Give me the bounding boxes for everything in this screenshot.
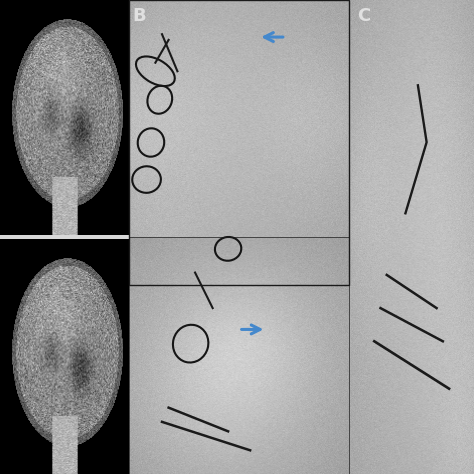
- Bar: [0, 239, 129, 474]
- Bar: [129, 0, 349, 285]
- Text: B: B: [132, 7, 146, 25]
- Bar: [349, 0, 474, 474]
- Bar: [129, 237, 349, 474]
- Bar: [129, 0, 349, 285]
- Bar: [129, 280, 349, 474]
- Bar: [129, 0, 349, 285]
- Text: C: C: [357, 7, 370, 25]
- Bar: [0, 0, 129, 235]
- Bar: [129, 237, 349, 474]
